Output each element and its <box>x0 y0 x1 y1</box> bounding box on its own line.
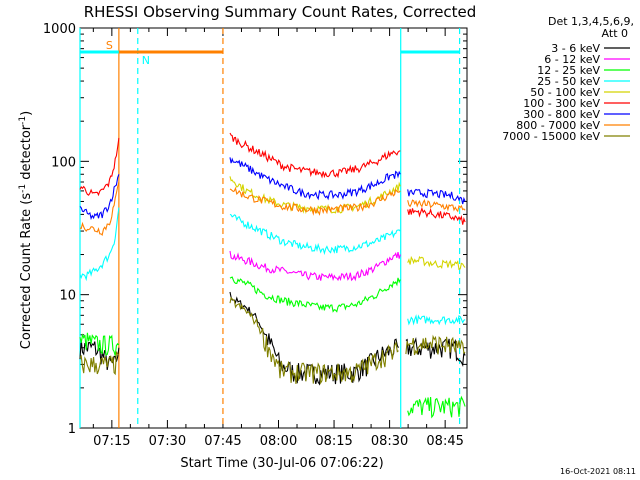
series-line <box>229 213 401 256</box>
series-line <box>407 198 466 213</box>
series-line <box>229 186 401 216</box>
legend-header-2: Att 0 <box>602 27 628 40</box>
legend-label: 100 - 300 keV <box>523 97 600 110</box>
x-axis-label: Start Time (30-Jul-06 07:06:22) <box>180 456 383 471</box>
legend-label: 300 - 800 keV <box>523 108 600 121</box>
series-line <box>79 137 120 197</box>
series-line <box>405 334 466 356</box>
series-line <box>229 132 401 179</box>
series-line <box>79 332 120 356</box>
series-line <box>407 206 466 225</box>
series-line <box>405 336 466 368</box>
series-line <box>79 174 120 221</box>
legend-label: 12 - 25 keV <box>537 64 600 77</box>
x-tick-label: 08:15 <box>315 434 352 449</box>
x-tick-label: 08:30 <box>371 434 408 449</box>
x-tick-label: 08:00 <box>260 434 297 449</box>
legend-label: 25 - 50 keV <box>537 75 600 88</box>
legend-label: 3 - 6 keV <box>551 42 600 55</box>
series-line <box>79 207 120 282</box>
series-line <box>229 276 401 313</box>
legend-label: 800 - 7000 keV <box>516 119 600 132</box>
series-line <box>407 314 466 326</box>
x-tick-label: 07:45 <box>204 434 241 449</box>
x-tick-label: 07:15 <box>93 434 130 449</box>
series-line <box>229 250 401 282</box>
series-line <box>229 157 401 201</box>
series-line <box>79 350 120 376</box>
chart-title: RHESSI Observing Summary Count Rates, Co… <box>84 3 477 21</box>
y-tick-label: 1 <box>68 422 76 437</box>
legend-label: 50 - 100 keV <box>530 86 600 99</box>
y-axis-label: Corrected Count Rate (s-1 detector-1) <box>18 111 34 349</box>
x-tick-label: 08:45 <box>426 434 463 449</box>
legend-header-1: Det 1,3,4,5,6,9, <box>548 15 634 28</box>
marker-s-label: S <box>106 39 113 52</box>
legend-label: 6 - 12 keV <box>544 53 600 66</box>
series-line <box>229 296 399 385</box>
series-line <box>407 395 466 419</box>
series-line <box>79 181 120 237</box>
plot-area: 1 10 100 1000 07:15 07:30 07:45 08:00 08:15 08:30… <box>43 22 468 449</box>
x-tick-label: 07:30 <box>149 434 186 449</box>
series-line <box>407 188 466 205</box>
y-tick-label: 1000 <box>43 22 76 37</box>
series-line <box>407 255 466 271</box>
y-tick-label: 100 <box>51 155 76 170</box>
plot-timestamp: 16-Oct-2021 08:11 <box>560 467 636 476</box>
marker-n-label: N <box>142 54 150 67</box>
y-tick-label: 10 <box>59 289 76 304</box>
legend-label: 7000 - 15000 keV <box>502 130 600 143</box>
